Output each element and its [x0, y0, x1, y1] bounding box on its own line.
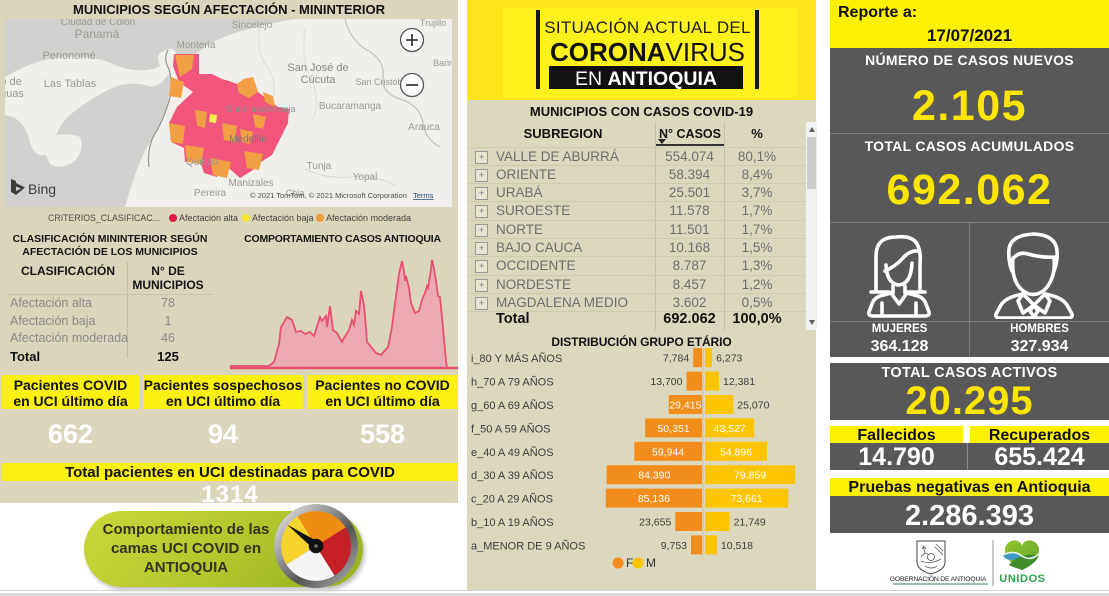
svg-text:6,273: 6,273 — [716, 353, 742, 365]
svg-text:Penonomé: Penonomé — [42, 50, 95, 62]
svg-text:59,944: 59,944 — [652, 446, 684, 458]
svg-text:Trujillo: Trujillo — [420, 19, 446, 28]
svg-text:23,655: 23,655 — [639, 517, 671, 529]
svg-text:o de: o de — [5, 76, 22, 88]
svg-text:79,859: 79,859 — [734, 470, 766, 482]
svg-text:29,415: 29,415 — [669, 400, 701, 412]
svg-text:c_20 A 29 AÑOS: c_20 A 29 AÑOS — [471, 493, 553, 506]
svg-text:Panamá: Panamá — [75, 27, 120, 41]
svg-text:GOBERNACIÓN DE ANTIOQUIA: GOBERNACIÓN DE ANTIOQUIA — [890, 574, 987, 583]
svg-text:9,753: 9,753 — [661, 540, 687, 552]
svg-text:Tunja: Tunja — [307, 161, 332, 172]
svg-text:Chia: Chia — [286, 188, 305, 198]
svg-text:25,070: 25,070 — [737, 400, 769, 412]
svg-text:h_70 A 79 AÑOS: h_70 A 79 AÑOS — [471, 376, 554, 389]
svg-text:Barina: Barina — [433, 58, 452, 68]
svg-text:M: M — [646, 556, 656, 570]
svg-text:a_MENOR DE 9 AÑOS: a_MENOR DE 9 AÑOS — [471, 539, 585, 552]
svg-text:Cúcuta: Cúcuta — [301, 74, 337, 86]
svg-text:Arauca: Arauca — [408, 122, 440, 133]
svg-text:San Cristób: San Cristób — [355, 77, 402, 87]
svg-text:85,136: 85,136 — [638, 493, 670, 505]
svg-text:Monteria: Monteria — [177, 40, 216, 51]
svg-text:Bing: Bing — [28, 181, 56, 197]
svg-text:Las Tablas: Las Tablas — [44, 78, 97, 90]
svg-text:Sincelejo: Sincelejo — [232, 20, 273, 31]
svg-text:guas: guas — [5, 88, 24, 100]
svg-text:73,661: 73,661 — [731, 493, 763, 505]
svg-text:UNIDOS: UNIDOS — [999, 573, 1045, 585]
svg-text:f_50 A 59 AÑOS: f_50 A 59 AÑOS — [471, 422, 551, 435]
svg-text:g_60 A 69 AÑOS: g_60 A 69 AÑOS — [471, 399, 554, 412]
svg-text:Bucaramanga: Bucaramanga — [319, 101, 382, 112]
svg-text:Yopal: Yopal — [353, 172, 378, 183]
svg-text:54,896: 54,896 — [720, 446, 752, 458]
svg-text:7,784: 7,784 — [663, 353, 689, 365]
svg-text:50,351: 50,351 — [658, 423, 690, 435]
svg-text:San José de: San José de — [287, 62, 348, 74]
svg-text:i_80 Y MÁS AÑOS: i_80 Y MÁS AÑOS — [471, 352, 562, 365]
svg-text:Quibdó: Quibdó — [186, 157, 219, 168]
svg-text:Barrancabermeja: Barrancabermeja — [226, 104, 295, 114]
svg-text:d_30 A 39 AÑOS: d_30 A 39 AÑOS — [471, 469, 554, 482]
svg-text:12,381: 12,381 — [723, 376, 755, 388]
svg-text:b_10 A 19 AÑOS: b_10 A 19 AÑOS — [471, 516, 554, 529]
svg-text:e_40 A 49 AÑOS: e_40 A 49 AÑOS — [471, 446, 554, 459]
svg-text:84,390: 84,390 — [638, 470, 670, 482]
svg-text:F: F — [626, 556, 633, 570]
svg-text:13,700: 13,700 — [650, 376, 682, 388]
svg-text:Manizales: Manizales — [228, 178, 273, 189]
svg-text:43,527: 43,527 — [714, 423, 746, 435]
svg-text:Terms: Terms — [413, 191, 434, 200]
svg-text:© 2021 TomTom, © 2021 Microsof: © 2021 TomTom, © 2021 Microsoft Corporat… — [250, 191, 407, 200]
svg-text:Pereira: Pereira — [194, 188, 227, 199]
svg-text:Medellín: Medellín — [229, 134, 267, 145]
svg-text:10,518: 10,518 — [721, 540, 753, 552]
svg-text:Ciudad de Colón: Ciudad de Colón — [61, 19, 136, 28]
svg-text:21,749: 21,749 — [734, 517, 766, 529]
